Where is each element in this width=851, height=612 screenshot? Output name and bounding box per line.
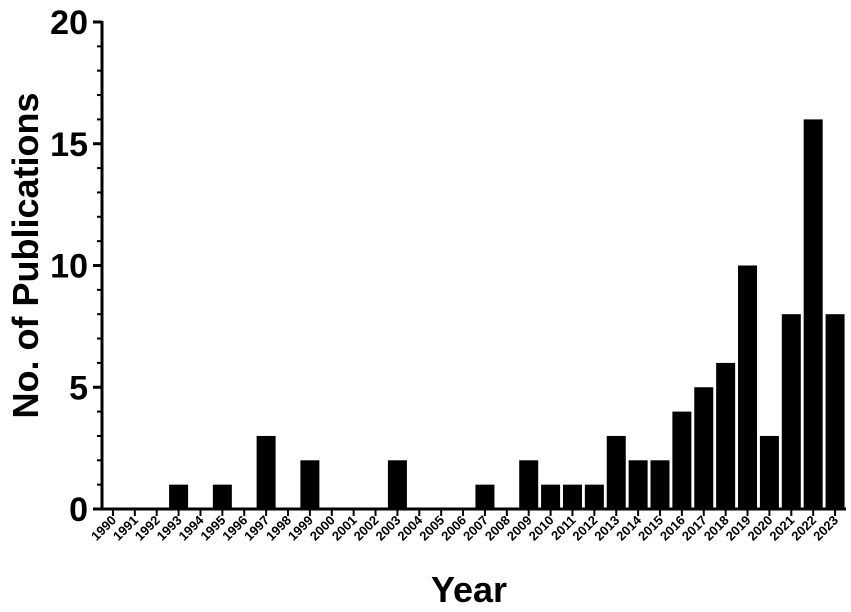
bars-group (169, 119, 845, 510)
y-tick-label: 20 (50, 4, 88, 42)
bar-1993 (169, 484, 189, 509)
bar-2016 (672, 411, 692, 509)
bar-2009 (519, 460, 539, 509)
bar-2013 (606, 435, 626, 509)
bar-1999 (300, 460, 320, 509)
y-tick-label: 10 (50, 248, 88, 286)
bar-1995 (212, 484, 232, 509)
y-tick-label: 0 (69, 491, 88, 529)
x-axis-title: Year (431, 569, 507, 610)
bar-2023 (825, 314, 845, 509)
x-ticks-group: 1990199119921993199419951996199719981999… (88, 509, 841, 544)
bar-2019 (738, 265, 758, 509)
y-ticks-group: 0 5 10 15 20 (50, 4, 102, 529)
y-axis-title: No. of Publications (5, 92, 46, 418)
bar-2012 (584, 484, 604, 509)
bar-2003 (387, 460, 407, 509)
bar-2014 (628, 460, 648, 509)
y-tick-label: 15 (50, 126, 88, 164)
y-tick-label: 5 (69, 369, 88, 407)
bar-2020 (759, 435, 779, 509)
bar-2021 (781, 314, 801, 509)
bar-2017 (694, 387, 714, 509)
bar-2022 (803, 119, 823, 510)
bar-2015 (650, 460, 670, 509)
bar-2007 (475, 484, 495, 509)
bar-2010 (541, 484, 561, 509)
bar-2018 (716, 362, 736, 509)
x-tick-label: 2023 (810, 513, 841, 544)
bar-2011 (562, 484, 582, 509)
bar-1997 (256, 435, 276, 509)
